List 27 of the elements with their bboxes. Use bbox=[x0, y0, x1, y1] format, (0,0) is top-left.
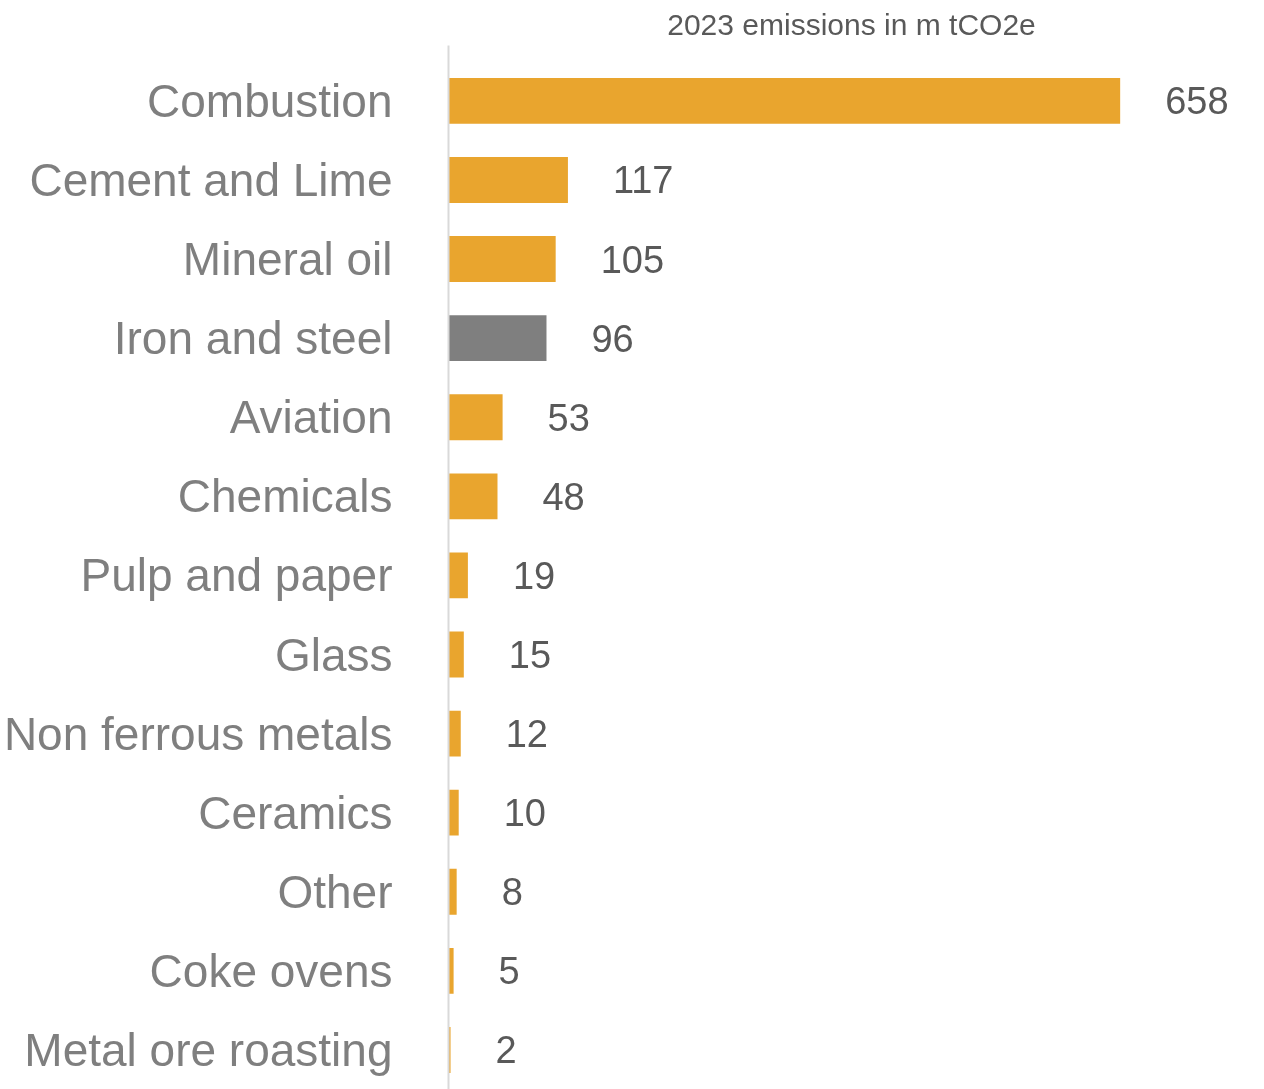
data-label: 48 bbox=[542, 475, 585, 518]
data-label: 12 bbox=[505, 713, 549, 756]
chart-title: 2023 emissions in m tCO2e bbox=[667, 7, 1036, 41]
data-label: 15 bbox=[508, 634, 552, 676]
y-tick-label: Coke ovens bbox=[149, 944, 393, 997]
y-tick-label: Chemicals bbox=[177, 470, 393, 523]
data-label: 105 bbox=[600, 238, 665, 281]
y-tick-label: Glass bbox=[274, 628, 393, 681]
data-label: 8 bbox=[501, 871, 523, 914]
y-tick-label: Iron and steel bbox=[113, 312, 393, 365]
y-tick-label: Non ferrous metals bbox=[3, 707, 393, 760]
data-label: 2 bbox=[495, 1029, 517, 1072]
y-tick-label: Combustion bbox=[147, 74, 393, 127]
y-tick-label: Metal ore roasting bbox=[24, 1023, 393, 1076]
data-label: 53 bbox=[547, 396, 590, 439]
y-tick-label: Mineral oil bbox=[182, 233, 393, 286]
data-label: 19 bbox=[512, 554, 556, 597]
data-label: 658 bbox=[1165, 80, 1229, 123]
y-tick-label: Other bbox=[277, 865, 393, 918]
data-label: 96 bbox=[591, 317, 634, 360]
data-label: 117 bbox=[612, 159, 674, 202]
y-tick-label: Cement and Lime bbox=[29, 153, 393, 206]
y-tick-label: Pulp and paper bbox=[80, 549, 393, 602]
y-tick-label: Aviation bbox=[229, 391, 393, 444]
data-label: 10 bbox=[503, 792, 546, 835]
y-tick-label: Ceramics bbox=[198, 786, 393, 839]
data-label: 5 bbox=[498, 950, 520, 993]
